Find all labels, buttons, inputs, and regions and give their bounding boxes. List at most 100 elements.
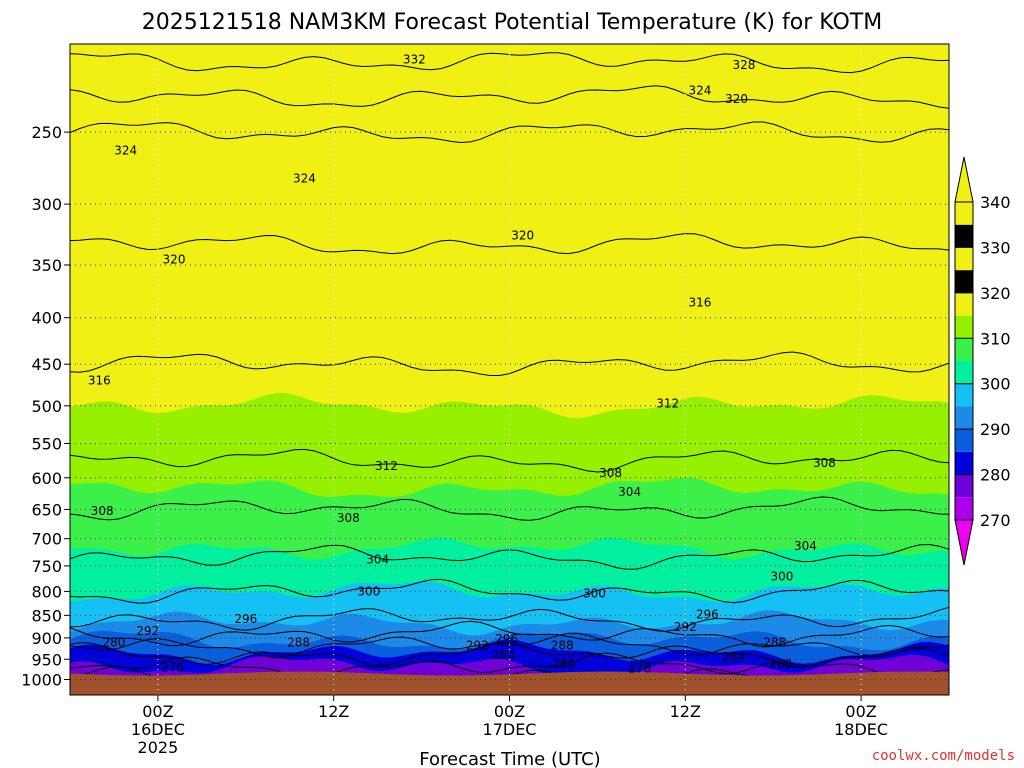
contour-line-300 [69,578,950,604]
colorbar-bottom-arrow [954,519,974,566]
colorbar-swatch [955,315,973,339]
contour-label: 304 [618,485,641,499]
contour-label: 316 [688,296,711,310]
x-axis-label: Forecast Time (UTC) [419,749,600,768]
contour-label: 292 [466,638,489,652]
contour-label: 312 [656,396,679,410]
y-tick-label: 500 [31,397,62,416]
contour-label: 324 [688,84,711,98]
contour-line-308 [69,496,950,521]
contour-label: 296 [495,632,518,646]
y-tick-label: 700 [31,530,62,549]
y-axis: 250 300 350 400 450 500 550 600 650 700 750 800 850 9… [21,123,70,690]
x-tick-label: 12Z [670,702,701,721]
y-tick-label: 400 [31,309,62,328]
contour-label: 312 [375,459,398,473]
colorbar-label: 300 [980,375,1011,394]
y-tick-label: 250 [31,123,62,142]
colorbar-swatch [955,270,973,293]
x-tick-label: 18DEC [834,720,888,739]
colorbar-swatch [955,451,973,475]
colorbar-label: 270 [980,511,1011,530]
colorbar-label: 340 [980,193,1011,212]
colorbar-label: 330 [980,238,1011,257]
colorbar-swatch [955,224,973,248]
contour-line-296 [69,606,950,632]
contour-label: 288 [551,638,574,652]
colorbar-swatch [955,474,973,498]
y-tick-label: 950 [31,650,62,669]
ground-surface [70,671,949,695]
colorbar-label: 290 [980,420,1011,439]
y-tick-label: 550 [31,434,62,453]
contour-label: 300 [583,586,606,600]
contour-label: 328 [732,58,755,72]
colorbar-top-arrow [954,156,974,203]
colorbar-swatch [955,361,973,384]
y-tick-label: 600 [31,469,62,488]
contour-label: 284 [722,650,745,664]
x-tick-label: 17DEC [483,720,537,739]
contour-label: 300 [357,584,380,598]
y-tick-label: 650 [31,500,62,519]
y-tick-label: 850 [31,606,62,625]
contour-line-324 [69,121,950,144]
y-tick-label: 800 [31,582,62,601]
contour-line-328 [69,85,950,109]
contour-label: 280 [769,657,792,671]
contour-label: 320 [511,229,534,243]
contour-label: 288 [763,635,786,649]
contour-label: 280 [552,657,575,671]
contour-label: 276 [628,661,651,675]
contour-label: 304 [794,539,817,553]
colorbar-swatch [955,429,973,452]
contour-label: 300 [771,569,794,583]
colorbar-label: 320 [980,284,1011,303]
x-tick-label: 2025 [138,738,179,757]
contour-label: 276 [161,660,184,674]
x-tick-label: 00Z [845,702,876,721]
contour-label: 324 [114,144,137,158]
contour-label: 308 [337,511,360,525]
y-tick-label: 450 [31,355,62,374]
contour-label: 296 [696,607,719,621]
colorbar-swatch [955,247,973,271]
contour-line-320 [69,233,950,255]
contour-label: 332 [403,52,426,66]
colorbar-label: 310 [980,329,1011,348]
colorbar-swatch [955,406,973,430]
contour-line-312 [69,448,950,473]
contour-label: 308 [813,456,836,470]
y-tick-label: 300 [31,195,62,214]
y-tick-label: 750 [31,557,62,576]
chart-title: 2025121518 NAM3KM Forecast Potential Tem… [142,10,882,35]
contour-label: 288 [287,636,310,650]
colorbar: 270 280 290 300 310 320 330 340 [954,156,1011,566]
contour-label: 324 [293,171,316,185]
y-tick-label: 350 [31,256,62,275]
x-tick-label: 00Z [494,702,525,721]
x-tick-label: 12Z [318,702,349,721]
credit-text[interactable]: coolwx.com/models [872,748,1015,764]
contour-label: 280 [102,635,125,649]
contour-label: 308 [91,504,114,518]
x-tick-label: 00Z [142,702,173,721]
colorbar-swatch [955,292,973,316]
y-tick-label: 1000 [21,671,62,690]
contour-label: 296 [234,612,257,626]
x-tick-label: 16DEC [131,720,185,739]
contour-label: 292 [136,624,159,638]
contour-line-316 [69,351,950,376]
colorbar-swatch [955,497,973,520]
plot-area: 332 328 324 320 324 324 320 320 316 316 312 312 308 3… [69,43,950,696]
colorbar-label: 280 [980,466,1011,485]
contour-label: 316 [88,374,111,388]
y-tick-label: 900 [31,629,62,648]
contour-label: 304 [366,553,389,567]
colorbar-swatch [955,338,973,361]
contour-label: 292 [674,620,697,634]
contour-line-292 [69,620,950,648]
contour-label: 308 [599,466,622,480]
